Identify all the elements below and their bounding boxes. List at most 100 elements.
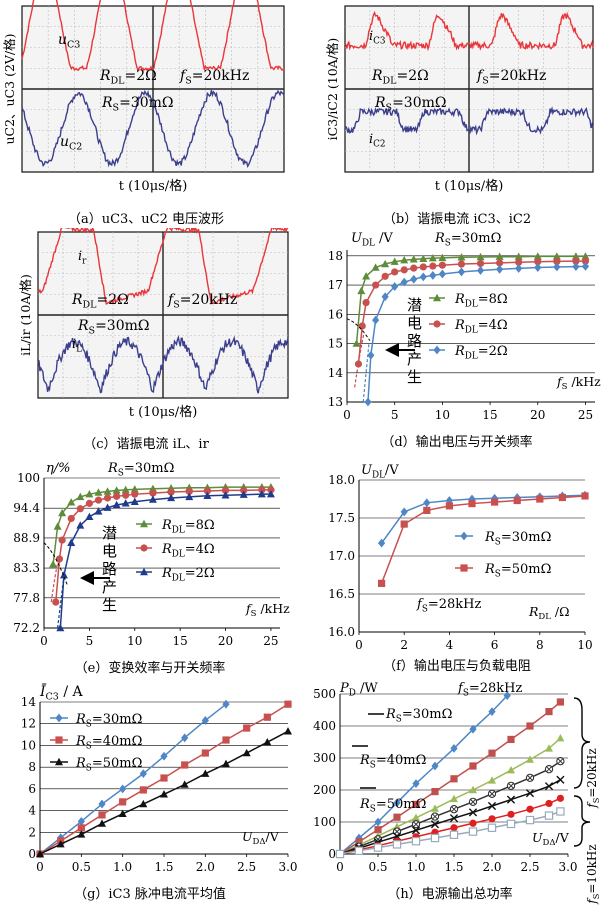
data-point (121, 485, 130, 494)
data-point (393, 798, 401, 808)
series-0 (378, 490, 589, 548)
data-point (203, 491, 212, 500)
data-point (203, 487, 211, 495)
data-point (468, 797, 478, 806)
data-point (534, 263, 542, 272)
brace-10khz (573, 795, 591, 847)
data-point (201, 716, 209, 725)
data-point (526, 755, 534, 763)
data-point (429, 262, 437, 270)
x-axis-label: RDL /Ω (528, 604, 569, 622)
label-ic3: iC3 (369, 29, 386, 46)
chart-a-panel: t (10μs/格) uC2、uC3 (2V/格) uC3 uC2 RDL=2Ω fS=2… (0, 0, 292, 230)
data-point (411, 837, 421, 846)
data-point (372, 281, 380, 289)
data-point (239, 490, 248, 498)
data-point (412, 800, 420, 808)
data-point (545, 744, 553, 752)
data-point (112, 486, 121, 494)
x-axis-label: UDΔ/V (242, 829, 280, 847)
data-point (94, 496, 103, 504)
rs-annotation: RS=30mΩ (107, 461, 174, 478)
series-0 (36, 699, 230, 859)
data-point (49, 560, 58, 568)
label-rdl: RDL=2Ω (371, 68, 429, 87)
series-1 (354, 257, 590, 368)
data-point (507, 765, 515, 774)
x-tick-label: 2.5 (520, 860, 539, 874)
data-point (506, 819, 516, 829)
data-point (487, 801, 497, 811)
data-point (431, 804, 439, 812)
chart-c-panel: t (10μs/格) iL/ir (10A/格) ir iL RDL=2Ω fS=20kH… (0, 228, 292, 456)
x-tick-label: 3.0 (558, 860, 577, 874)
legend-marker (140, 544, 148, 552)
data-point (469, 724, 477, 734)
legend-label: RS=40mΩ (359, 753, 426, 770)
data-point (36, 849, 44, 858)
y-tick-label: 72.2 (13, 621, 40, 635)
data-point (258, 486, 266, 494)
data-point (139, 799, 148, 808)
data-point (167, 488, 175, 496)
data-point (77, 817, 85, 826)
x-tick-label: 1.0 (406, 860, 425, 874)
data-point (506, 795, 516, 804)
data-point (449, 805, 459, 814)
y-tick-label: 0 (328, 847, 336, 861)
data-point (429, 271, 437, 280)
waveform-iL (37, 334, 289, 394)
x-tick-label: 20 (530, 408, 545, 422)
data-point (119, 798, 127, 806)
data-point (266, 489, 275, 498)
data-point (450, 775, 458, 783)
data-point (113, 492, 121, 500)
label-ir: ir (78, 249, 87, 266)
x-tick-label: 1.0 (113, 860, 132, 874)
data-point (76, 492, 85, 501)
y-axis-label: iL/ir (10A/格) (18, 274, 33, 356)
chart-a-svg: t (10μs/格) uC2、uC3 (2V/格) uC3 uC2 RDL=2Ω fS=2… (2, 0, 285, 227)
data-point (468, 827, 478, 836)
data-point (423, 506, 431, 514)
series-1 (336, 698, 564, 858)
y-tick-label: 0 (28, 847, 36, 861)
data-point (526, 722, 534, 730)
data-point (496, 264, 504, 274)
sneak-dashed-2 (354, 331, 365, 388)
data-point (355, 833, 363, 843)
data-point (515, 258, 523, 266)
data-point (381, 272, 389, 280)
x-tick-label: 2.5 (237, 860, 256, 874)
data-point (495, 252, 504, 260)
data-point (572, 262, 580, 272)
y-tick-label: 4 (28, 804, 36, 818)
data-point (526, 805, 534, 813)
series-line (39, 703, 227, 855)
x-tick-label: 20 (218, 634, 233, 648)
chart-e-svg: 72.2 77.8 83.3 88.9 94.4 100 0 5 10 15 20 25 η/% RS=3… (13, 461, 290, 676)
data-point (56, 840, 65, 848)
caption: （d）输出电压与开关频率 (381, 434, 532, 450)
data-point (581, 257, 590, 265)
waveform-uC3 (21, 0, 285, 73)
label-fs: fS=20kHz (179, 68, 249, 87)
data-point (201, 749, 209, 757)
data-point (222, 736, 230, 744)
data-point (536, 495, 544, 503)
data-point (469, 819, 477, 827)
y-tick-label: 8 (28, 760, 36, 774)
x-tick-label: 0 (36, 860, 44, 874)
data-point (240, 486, 248, 495)
data-point (430, 833, 440, 843)
data-point (357, 286, 366, 295)
data-point (556, 775, 565, 784)
label-rs: RS=30mΩ (101, 95, 174, 114)
data-point (393, 813, 401, 821)
data-point (400, 277, 408, 287)
data-point (85, 489, 94, 498)
data-point (180, 780, 189, 788)
data-point (468, 499, 476, 508)
data-point (52, 598, 60, 606)
data-point (419, 254, 428, 262)
